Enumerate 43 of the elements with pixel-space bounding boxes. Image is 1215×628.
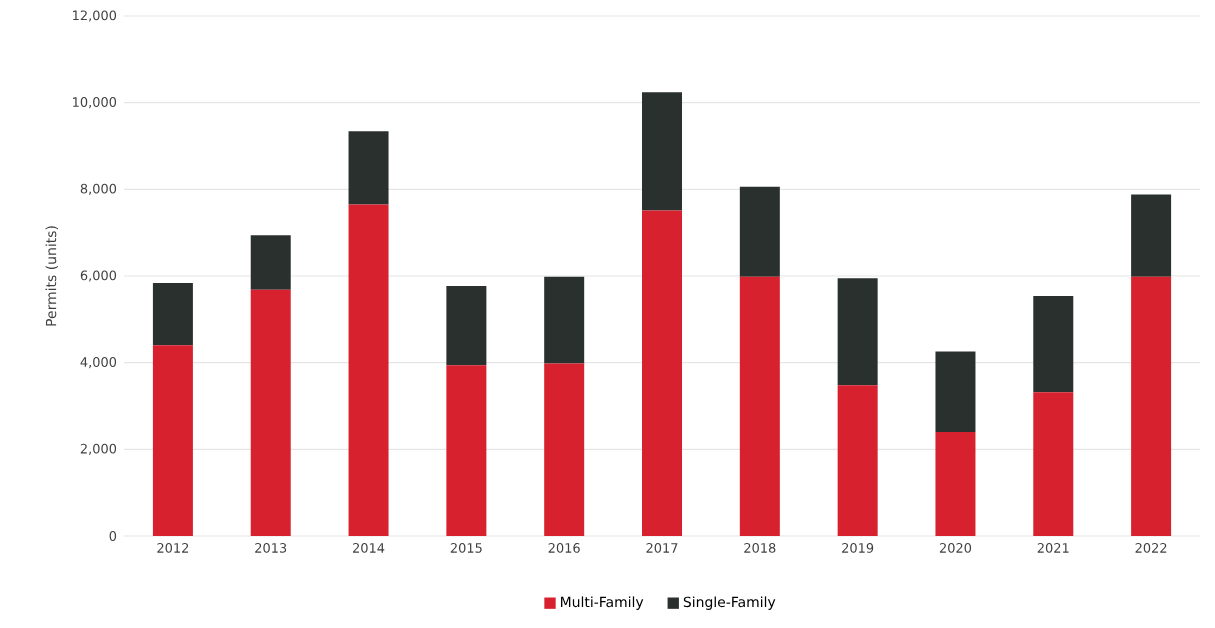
bar bbox=[446, 285, 487, 366]
bar bbox=[642, 210, 683, 536]
bar bbox=[152, 282, 193, 346]
bar bbox=[544, 276, 585, 364]
y-tick-label: 8,000 bbox=[80, 183, 117, 195]
bar bbox=[348, 131, 389, 205]
x-tick-label: 2017 bbox=[646, 543, 678, 553]
x-tick-label: 2013 bbox=[255, 543, 287, 553]
x-tick-label: 2012 bbox=[157, 543, 189, 553]
bar bbox=[250, 235, 291, 290]
y-tick-label: 4,000 bbox=[80, 357, 117, 369]
bar bbox=[348, 204, 389, 536]
bar bbox=[935, 432, 976, 536]
bar bbox=[837, 278, 878, 386]
y-axis-title: Permits (units) bbox=[45, 226, 58, 326]
y-tick-label: 6,000 bbox=[80, 270, 117, 282]
legend-label: Single-Family bbox=[683, 596, 776, 610]
bar bbox=[544, 363, 585, 536]
legend-label: Multi-Family bbox=[561, 596, 644, 610]
y-tick-label: 0 bbox=[109, 531, 117, 541]
bar bbox=[935, 351, 976, 432]
bar bbox=[739, 186, 780, 277]
x-tick-label: 2018 bbox=[744, 543, 776, 553]
bar bbox=[739, 276, 780, 536]
bar bbox=[1131, 276, 1172, 536]
y-tick-label: 12,000 bbox=[73, 10, 117, 22]
bar bbox=[446, 365, 487, 536]
bar bbox=[1033, 392, 1074, 536]
y-tick-label: 10,000 bbox=[73, 97, 117, 109]
bar bbox=[250, 289, 291, 536]
bar bbox=[1131, 194, 1172, 277]
x-tick-label: 2020 bbox=[939, 543, 972, 553]
bar bbox=[1033, 295, 1074, 393]
x-tick-label: 2022 bbox=[1135, 543, 1167, 553]
bar bbox=[152, 345, 193, 536]
y-tick-label: 2,000 bbox=[80, 443, 117, 455]
bar bbox=[642, 92, 683, 211]
x-tick-label: 2015 bbox=[450, 543, 482, 553]
x-tick-label: 2021 bbox=[1037, 543, 1069, 553]
x-tick-label: 2016 bbox=[548, 543, 580, 553]
bar bbox=[837, 385, 878, 536]
x-tick-label: 2014 bbox=[353, 543, 385, 553]
x-tick-label: 2019 bbox=[842, 543, 874, 553]
